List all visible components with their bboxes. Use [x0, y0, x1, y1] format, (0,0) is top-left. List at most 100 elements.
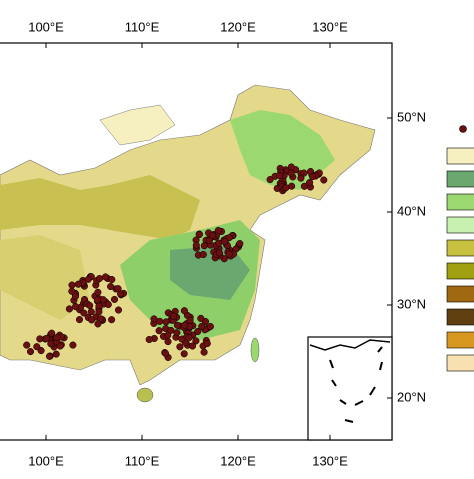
lon-label: 110°E	[125, 453, 160, 468]
site-dot	[23, 341, 31, 349]
site-dot	[104, 300, 112, 309]
site-dot	[320, 176, 328, 184]
site-dot	[300, 169, 308, 177]
site-dot	[87, 308, 95, 316]
site-dot	[71, 292, 80, 300]
lon-label: 100°E	[28, 453, 64, 468]
legend-swatch	[446, 285, 474, 303]
lat-label: 40°N	[397, 203, 426, 218]
site-dot	[43, 334, 51, 342]
site-dot	[68, 281, 76, 289]
legend-swatch	[446, 331, 474, 349]
site-dot	[215, 239, 223, 247]
land-taiwan	[250, 337, 260, 363]
site-dot	[150, 315, 158, 323]
site-dot	[107, 282, 115, 291]
site-dot	[266, 176, 274, 184]
site-dot	[185, 334, 193, 342]
site-dot	[155, 327, 163, 335]
legend-swatch	[446, 147, 474, 165]
site-dot	[114, 306, 123, 314]
site-dot	[173, 329, 181, 337]
site-dot	[180, 350, 188, 358]
lat-label: 20°N	[397, 389, 426, 404]
site-dot	[221, 238, 229, 246]
site-dot	[192, 241, 200, 249]
site-dot	[200, 242, 208, 250]
site-dot	[95, 274, 104, 283]
lat-label: 50°N	[397, 109, 426, 124]
lon-label: 130°E	[312, 19, 348, 34]
site-dot	[161, 349, 170, 357]
site-dot	[75, 316, 84, 324]
site-dot	[145, 335, 153, 344]
site-dot	[94, 320, 102, 328]
lon-label: 120°E	[220, 19, 256, 34]
legend-swatch	[446, 354, 474, 372]
site-dot	[65, 305, 73, 313]
lon-label: 120°E	[220, 453, 256, 468]
site-dots	[23, 163, 328, 361]
site-dot	[203, 339, 211, 348]
site-dot	[162, 318, 170, 326]
legend-dot	[459, 125, 467, 133]
site-dot	[74, 280, 82, 288]
inset-frame	[307, 336, 393, 441]
land-arid	[0, 175, 200, 240]
site-dot	[194, 327, 202, 336]
legend-swatch	[446, 262, 474, 280]
site-dot	[95, 308, 103, 316]
land-west	[0, 235, 90, 320]
site-dot	[84, 275, 92, 283]
site-dot	[300, 182, 308, 190]
legend-swatch	[446, 308, 474, 326]
legend-swatch	[446, 170, 474, 188]
site-dot	[181, 321, 189, 329]
site-dot	[56, 342, 64, 350]
site-dot	[53, 333, 61, 342]
site-dot	[164, 338, 172, 346]
site-dot	[110, 295, 119, 303]
site-dot	[200, 348, 208, 356]
site-dot	[198, 322, 206, 330]
site-dot	[287, 169, 295, 177]
site-dot	[215, 249, 223, 257]
site-dot	[33, 343, 41, 351]
land-island	[136, 387, 154, 403]
legend-swatch	[446, 216, 474, 234]
site-dot	[276, 172, 284, 180]
site-dot	[94, 288, 102, 296]
legend-swatch	[446, 239, 474, 257]
site-dot	[88, 316, 96, 324]
lat-label: 30°N	[397, 296, 426, 311]
site-dot	[108, 275, 116, 284]
site-dot	[309, 173, 317, 181]
site-dot	[93, 296, 101, 304]
site-dot	[164, 331, 172, 339]
site-dot	[26, 348, 35, 356]
site-dot	[306, 179, 314, 187]
lon-label: 100°E	[28, 19, 64, 34]
site-dot	[45, 352, 54, 360]
lon-label: 130°E	[312, 453, 348, 468]
site-dot	[282, 184, 290, 192]
site-dot	[197, 314, 205, 322]
site-dot	[52, 350, 60, 358]
site-dot	[180, 307, 188, 315]
site-dot	[69, 341, 77, 349]
site-dot	[186, 316, 194, 324]
site-dot	[236, 240, 244, 248]
site-dot	[173, 321, 181, 329]
legend-swatch	[446, 193, 474, 211]
inset-islands	[329, 346, 383, 423]
inset-coast	[309, 339, 391, 351]
site-dot	[225, 234, 233, 242]
site-dot	[108, 316, 116, 324]
site-dot	[80, 309, 88, 317]
site-dot	[199, 250, 207, 259]
site-dot	[86, 301, 94, 310]
land-mongolia	[99, 104, 176, 146]
site-dot	[169, 312, 178, 320]
